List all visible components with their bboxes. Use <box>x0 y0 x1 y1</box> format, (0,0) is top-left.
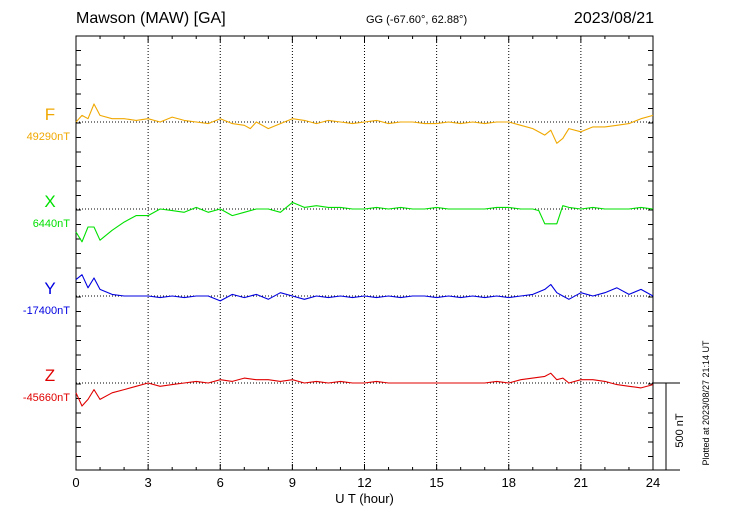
x-tick-label: 15 <box>429 475 443 490</box>
series-name-f: F <box>45 105 55 124</box>
series-baseline-label-f: 49290nT <box>27 131 71 143</box>
station-title: Mawson (MAW) [GA] <box>76 10 226 27</box>
geographic-coordinates: GG (-67.60°, 62.88°) <box>366 14 468 26</box>
series-baseline-label-y: -17400nT <box>23 305 70 317</box>
x-tick-label: 3 <box>145 475 152 490</box>
x-tick-label: 18 <box>502 475 516 490</box>
series-name-y: Y <box>44 279 55 298</box>
series-line-f <box>75 103 654 144</box>
series-line-z <box>75 372 654 407</box>
series-line-x <box>75 201 654 243</box>
series-line-y <box>75 274 654 302</box>
series-name-z: Z <box>45 366 55 385</box>
series-name-x: X <box>44 192 55 211</box>
x-tick-label: 21 <box>574 475 588 490</box>
x-tick-label: 6 <box>217 475 224 490</box>
x-tick-label: 12 <box>357 475 371 490</box>
x-tick-label: 9 <box>289 475 296 490</box>
x-axis-label: U T (hour) <box>335 491 394 506</box>
series-baseline-label-x: 6440nT <box>33 218 71 230</box>
x-tick-label: 24 <box>646 475 660 490</box>
plot-date: 2023/08/21 <box>573 10 654 27</box>
series-baseline-label-z: -45660nT <box>23 392 70 404</box>
scale-bar-label: 500 nT <box>674 413 686 448</box>
x-tick-label: 0 <box>72 475 79 490</box>
